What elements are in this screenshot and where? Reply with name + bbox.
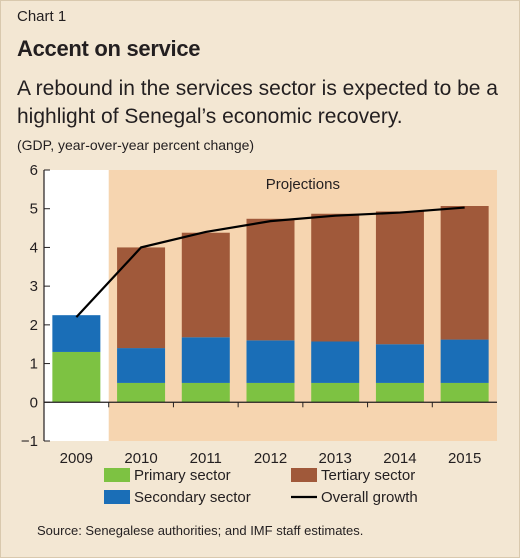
legend-swatch-primary-sector (104, 468, 130, 482)
overall-growth-line (75, 206, 465, 318)
x-tick-label: 2009 (60, 450, 93, 467)
bar-tertiary-sector-2012 (246, 218, 295, 341)
legend-swatch-tertiary-sector (291, 468, 317, 482)
y-tick-label: 2 (30, 317, 38, 334)
bar-primary-sector-2011 (181, 382, 230, 403)
bar-tertiary-sector-2011 (181, 232, 230, 338)
chart-title: Accent on service (17, 36, 201, 61)
chart-subtitle: A rebound in the services sector is expe… (17, 77, 498, 128)
bar-secondary-sector-2015 (440, 339, 489, 383)
bar-secondary-sector-2012 (246, 340, 295, 383)
chart-svg: Projections −1 0 1 2 3 4 5 6 2009 2010 2011 2012 20… (21, 162, 497, 506)
bar-secondary-sector-2011 (181, 337, 230, 383)
bar-tertiary-sector-2014 (375, 211, 424, 345)
x-tick-label: 2010 (124, 450, 157, 467)
bar-primary-sector-2014 (375, 382, 424, 403)
bar-primary-sector-2012 (246, 382, 295, 403)
y-tick-label: 3 (30, 278, 38, 295)
y-tick-label: 6 (30, 162, 38, 179)
bar-primary-sector-2009 (52, 351, 101, 403)
y-tick-label: 0 (30, 394, 38, 411)
x-tick-label: 2013 (319, 450, 352, 467)
bar-secondary-sector-2014 (375, 344, 424, 383)
projection-label: Projections (266, 176, 340, 193)
y-tick-label: −1 (21, 433, 38, 450)
x-tick-label: 2014 (383, 450, 416, 467)
chart-number: Chart 1 (17, 8, 67, 25)
bar-primary-sector-2013 (311, 382, 360, 403)
source-note: Source: Senegalese authorities; and IMF … (37, 523, 364, 538)
bar-tertiary-sector-2010 (117, 247, 166, 349)
legend-label-secondary-sector: Secondary sector (134, 489, 251, 506)
bar-secondary-sector-2009 (52, 315, 101, 352)
bar-secondary-sector-2010 (117, 348, 166, 383)
bar-tertiary-sector-2013 (311, 213, 360, 342)
legend-label-primary-sector: Primary sector (134, 467, 231, 484)
y-tick-label: 1 (30, 356, 38, 373)
bar-primary-sector-2010 (117, 382, 166, 403)
x-tick-label: 2012 (254, 450, 287, 467)
bar-secondary-sector-2013 (311, 341, 360, 383)
legend-swatch-secondary-sector (104, 490, 130, 504)
x-tick-label: 2015 (448, 450, 481, 467)
legend-label-overall-growth: Overall growth (321, 489, 418, 506)
legend-label-tertiary-sector: Tertiary sector (321, 467, 415, 484)
bar-primary-sector-2015 (440, 382, 489, 403)
chart-units: (GDP, year-over-year percent change) (17, 137, 255, 153)
projection-shading (108, 170, 497, 441)
y-tick-label: 4 (30, 239, 38, 256)
x-tick-label: 2011 (190, 450, 222, 467)
bar-tertiary-sector-2015 (440, 206, 489, 340)
y-tick-label: 5 (30, 201, 38, 218)
